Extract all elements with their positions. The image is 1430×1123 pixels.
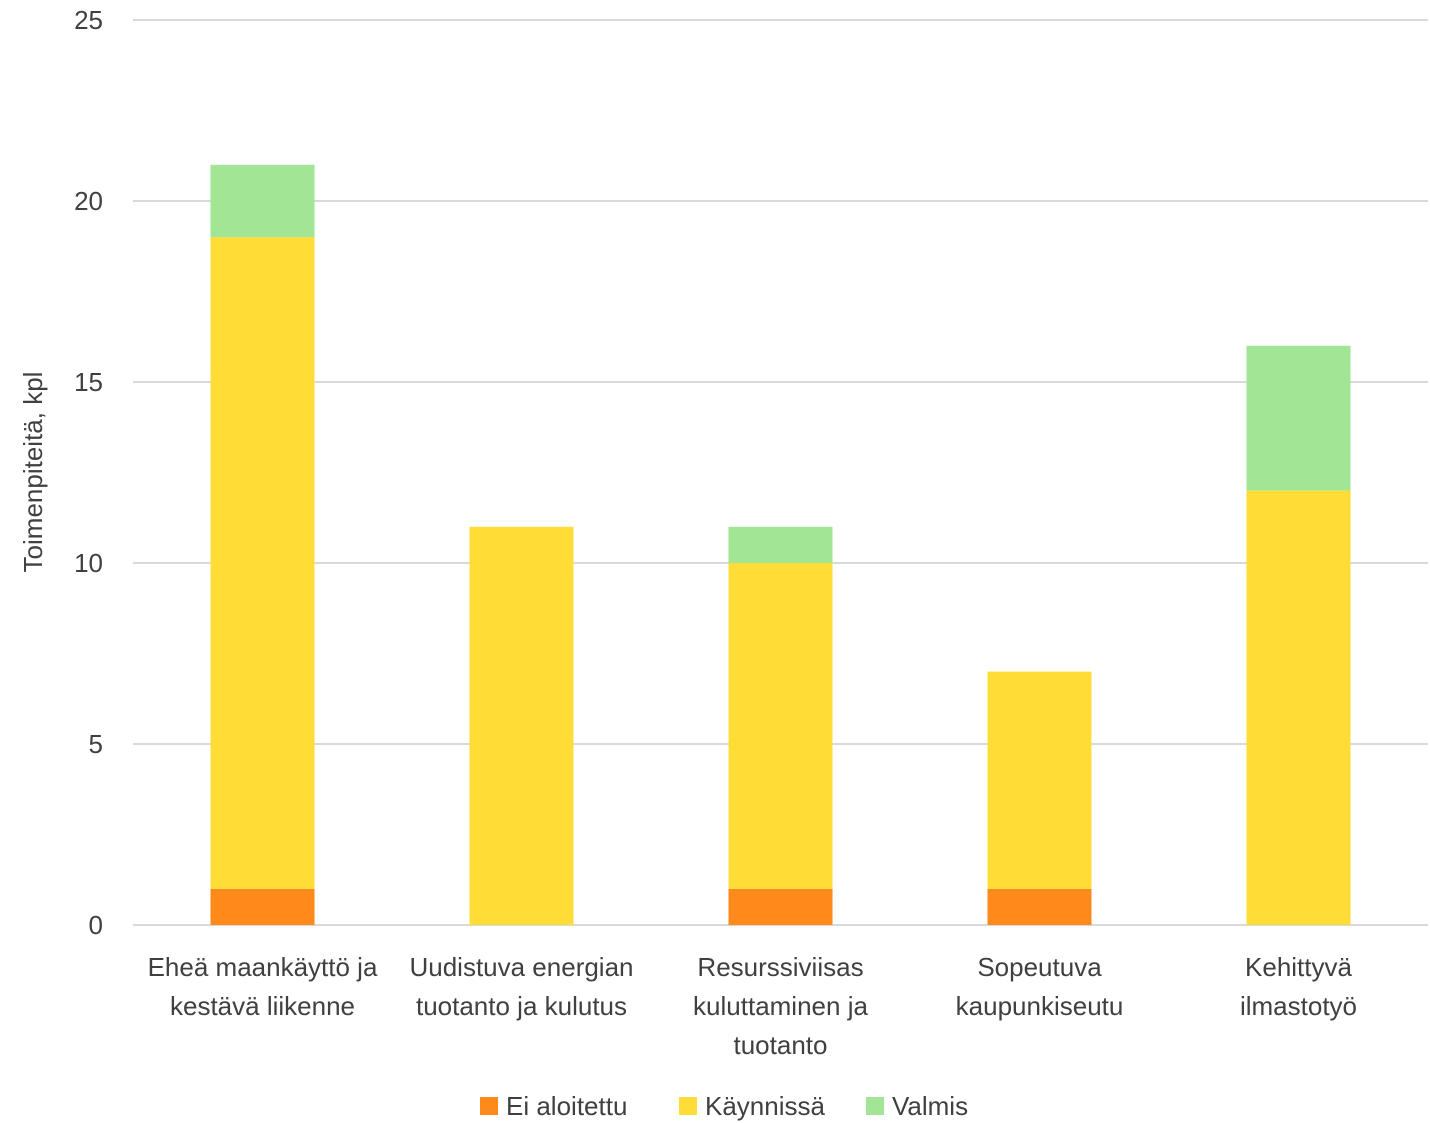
legend-swatch [866, 1097, 884, 1115]
x-category-label-line: tuotanto [734, 1030, 828, 1060]
x-category-label-line: Resurssiviisas [697, 952, 863, 982]
y-tick-label: 25 [74, 5, 103, 35]
x-category-label: Sopeutuva kaupunkiseutu [956, 952, 1124, 1021]
legend: Ei aloitettu Käynnissä Valmis [480, 1091, 968, 1121]
bar-segment-3-series-3 [728, 526, 833, 563]
x-category-label-line: Eheä maankäyttö ja [148, 952, 378, 982]
legend-swatch [480, 1097, 498, 1115]
bar-segment-1-series-3 [210, 164, 315, 238]
bars [210, 164, 1351, 925]
y-tick-label: 5 [89, 729, 103, 759]
bar-segment-5-series-3 [1246, 345, 1351, 491]
x-category-label-line: Sopeutuva [977, 952, 1102, 982]
y-tick-label: 20 [74, 186, 103, 216]
bar-segment-2-series-2 [469, 526, 574, 925]
legend-label: Valmis [892, 1091, 968, 1121]
x-category-label-line: kuluttaminen ja [693, 991, 868, 1021]
y-tick-label: 0 [89, 910, 103, 940]
legend-swatch [679, 1097, 697, 1115]
y-tick-label: 10 [74, 548, 103, 578]
x-category-label-line: Kehittyvä [1245, 952, 1352, 982]
x-category-label-line: Uudistuva energian [409, 952, 633, 982]
y-axis-title: Toimenpiteitä, kpl [18, 372, 48, 573]
bar-segment-5-series-2 [1246, 490, 1351, 925]
bar-segment-4-series-2 [987, 671, 1092, 889]
x-category-label-line: kaupunkiseutu [956, 991, 1124, 1021]
bar-segment-3-series-2 [728, 563, 833, 889]
legend-label: Käynnissä [705, 1091, 825, 1121]
bar-segment-1-series-1 [210, 888, 315, 925]
y-tick-label: 15 [74, 367, 103, 397]
x-axis-labels: Eheä maankäyttö ja kestävä liikenne Uudist… [148, 952, 1357, 1060]
x-category-label-line: kestävä liikenne [170, 991, 355, 1021]
bar-segment-3-series-1 [728, 888, 833, 925]
bar-segment-4-series-1 [987, 888, 1092, 925]
x-category-label-line: tuotanto ja kulutus [416, 991, 627, 1021]
x-category-label: Kehittyvä ilmastotyö [1240, 952, 1357, 1021]
x-category-label-line: ilmastotyö [1240, 991, 1357, 1021]
x-category-label: Uudistuva energian tuotanto ja kulutus [409, 952, 633, 1021]
x-category-label: Resurssiviisas kuluttaminen ja tuotanto [693, 952, 868, 1060]
y-axis-ticks: 0 5 10 15 20 25 [74, 5, 103, 940]
bar-segment-1-series-2 [210, 237, 315, 889]
x-category-label: Eheä maankäyttö ja kestävä liikenne [148, 952, 378, 1021]
legend-label: Ei aloitettu [506, 1091, 627, 1121]
